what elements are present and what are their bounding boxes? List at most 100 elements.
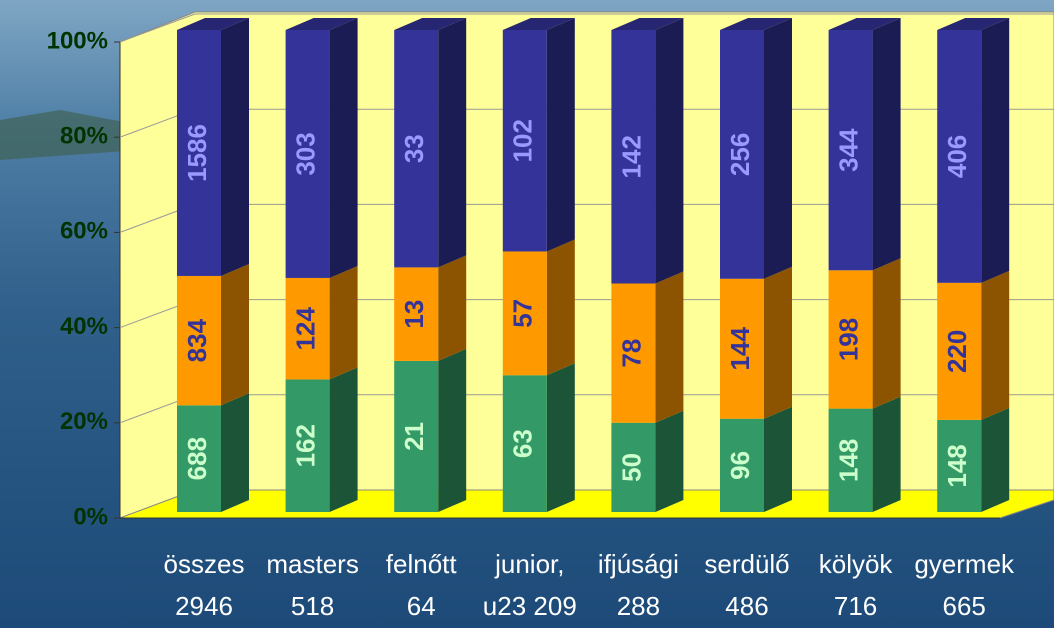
x-tick-label: 486: [725, 591, 768, 621]
bar: [502, 30, 547, 252]
bar-side: [221, 263, 249, 406]
y-tick-label: 40%: [60, 313, 108, 340]
bar: [177, 30, 221, 276]
bar: [720, 278, 764, 419]
x-tick-label: 2946: [175, 591, 233, 621]
data-label: 148: [833, 439, 863, 482]
x-tick-label: felnőtt: [386, 549, 458, 579]
data-label: 303: [290, 132, 320, 175]
bar-side: [872, 258, 901, 409]
bar-side: [438, 348, 467, 512]
bar-side: [872, 396, 901, 512]
bar-side: [329, 265, 358, 380]
data-label: 834: [182, 318, 212, 362]
data-label: 406: [942, 135, 972, 178]
data-label: 1586: [182, 124, 212, 182]
bar: [611, 283, 656, 423]
bar-top: [177, 18, 249, 30]
bar: [937, 282, 982, 420]
bar-side: [655, 18, 684, 284]
data-label: 63: [508, 429, 538, 458]
bar-top: [720, 18, 792, 30]
bar: [177, 405, 221, 512]
bar: [285, 379, 330, 512]
data-label: 144: [725, 327, 755, 371]
bar-side: [221, 18, 249, 276]
bar-top: [502, 18, 575, 30]
data-label: 256: [725, 133, 755, 176]
y-tick-label: 60%: [60, 218, 108, 245]
x-tick-label: kölyök: [819, 549, 894, 579]
data-label: 57: [508, 299, 538, 328]
x-tick-label: ifjúsági: [598, 549, 679, 579]
floor: [119, 489, 1054, 519]
y-tick-label: 100%: [47, 27, 108, 54]
bar: [937, 30, 982, 283]
bar: [611, 422, 656, 512]
bar-side: [329, 18, 358, 278]
bar-top: [394, 18, 467, 30]
bar-top: [828, 18, 901, 30]
bar: [828, 30, 873, 271]
bar-side: [438, 255, 467, 361]
bar-side: [981, 407, 1010, 512]
x-tick-label: 288: [617, 591, 660, 621]
bar-top: [611, 18, 684, 30]
x-tick-label: u23 209: [483, 591, 577, 621]
bar: [177, 275, 221, 406]
bar-side: [872, 18, 901, 271]
bar-side: [546, 363, 575, 512]
data-label: 21: [399, 422, 429, 451]
data-label: 148: [942, 444, 972, 487]
bar-side: [221, 393, 249, 512]
bar: [828, 408, 873, 512]
bar-side: [329, 367, 358, 512]
data-label: 142: [616, 135, 646, 178]
island: [0, 110, 140, 160]
bar: [394, 267, 439, 361]
grid-line: [119, 13, 196, 43]
x-tick-label: 64: [407, 591, 436, 621]
bar: [394, 30, 439, 268]
bar-side: [981, 18, 1010, 283]
bar-side: [438, 18, 467, 268]
bar-side: [546, 239, 575, 376]
bar-side: [764, 406, 792, 512]
y-tick-label: 0%: [73, 503, 108, 530]
data-label: 13: [399, 300, 429, 329]
bar-side: [764, 266, 792, 419]
x-tick-label: összes: [164, 549, 245, 579]
bar: [394, 360, 439, 512]
data-label: 344: [833, 128, 863, 172]
bar: [937, 419, 982, 512]
bar-side: [655, 271, 684, 423]
y-tick-label: 80%: [60, 123, 108, 150]
data-label: 162: [290, 424, 320, 467]
bar: [502, 375, 547, 512]
x-tick-label: junior,: [494, 549, 564, 579]
data-label: 33: [399, 134, 429, 163]
x-tick-label: 665: [943, 591, 986, 621]
bar: [611, 30, 656, 284]
data-label: 102: [508, 119, 538, 162]
data-label: 78: [616, 339, 646, 368]
bar: [285, 30, 330, 278]
x-tick-label: serdülő: [704, 549, 789, 579]
data-label: 96: [725, 451, 755, 480]
back-wall: [119, 11, 1054, 519]
data-label: 50: [616, 453, 646, 482]
data-label: 220: [942, 330, 972, 373]
bar: [720, 30, 764, 279]
bar-side: [546, 18, 575, 252]
bar-side: [981, 270, 1010, 420]
bar-side: [655, 410, 684, 512]
bar: [285, 277, 330, 380]
data-label: 688: [182, 437, 212, 480]
bar: [720, 418, 764, 512]
bar: [828, 270, 873, 409]
x-tick-label: masters: [266, 549, 358, 579]
data-label: 124: [290, 306, 320, 350]
x-tick-label: gyermek: [914, 549, 1015, 579]
